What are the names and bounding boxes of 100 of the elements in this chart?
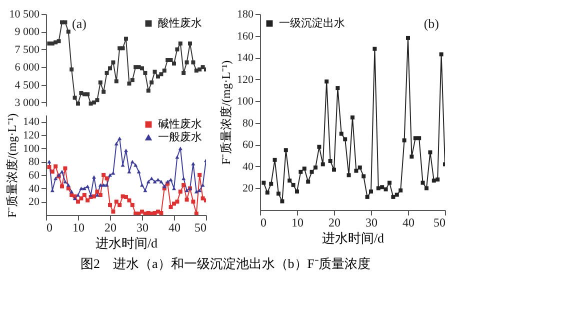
point: [95, 98, 100, 102]
annotation: (a): [72, 16, 86, 31]
point: [54, 40, 58, 44]
point: [76, 102, 80, 106]
point: [60, 170, 64, 174]
point: [146, 180, 150, 184]
point: [156, 178, 160, 182]
point: [104, 176, 109, 180]
point: [72, 196, 77, 200]
point: [320, 162, 325, 166]
point: [150, 176, 154, 180]
point: [66, 186, 70, 190]
point: [54, 164, 58, 168]
y-tick-label: 3 000: [14, 96, 40, 109]
point: [118, 203, 122, 207]
point: [92, 194, 96, 198]
y-tick-label: 80: [242, 117, 254, 130]
point: [130, 160, 134, 164]
point: [172, 62, 176, 66]
x-tick-label: 0: [46, 220, 52, 234]
point: [124, 148, 128, 152]
legend-label: 一级沉淀出水: [279, 16, 345, 30]
y-tick-label: 40: [242, 160, 254, 173]
point: [184, 198, 189, 202]
point: [114, 200, 118, 204]
point: [60, 184, 64, 188]
point: [104, 70, 109, 75]
point: [369, 189, 373, 194]
point: [310, 170, 314, 174]
point: [150, 80, 154, 84]
legend-label: 一般废水: [158, 130, 202, 144]
point: [114, 142, 118, 146]
point: [175, 200, 180, 204]
point: [372, 46, 377, 51]
x-tick-label: 40: [168, 220, 180, 234]
point: [198, 67, 202, 72]
y-tick-label: 60: [28, 170, 40, 182]
point: [108, 66, 112, 70]
point: [394, 192, 399, 197]
point: [79, 91, 84, 96]
point: [332, 168, 336, 172]
point: [54, 176, 58, 180]
point: [82, 186, 86, 190]
point: [200, 65, 205, 70]
point: [72, 96, 77, 100]
point: [406, 36, 410, 40]
point: [391, 194, 396, 199]
y-tick-label: 80: [28, 156, 40, 168]
point: [188, 41, 192, 46]
point: [198, 173, 202, 177]
point: [127, 82, 132, 86]
point: [178, 146, 182, 150]
point: [168, 205, 173, 209]
point: [182, 176, 186, 180]
y-tick-label: 180: [237, 8, 254, 20]
point: [288, 178, 292, 183]
point: [82, 193, 86, 197]
point: [146, 88, 150, 93]
point: [162, 68, 166, 73]
y-axis-title: F⁻质量浓度/(mg·L⁻¹): [5, 113, 19, 218]
point: [140, 66, 144, 70]
point: [339, 132, 344, 136]
point: [47, 160, 52, 164]
point: [420, 180, 425, 185]
x-tick-label: 10: [292, 216, 304, 230]
point: [365, 194, 370, 199]
point: [66, 30, 70, 34]
point: [398, 188, 403, 192]
point: [346, 173, 351, 178]
point: [291, 182, 296, 187]
y-tick-label: 140: [23, 116, 40, 128]
x-tick-label: 20: [328, 216, 340, 230]
point: [324, 80, 329, 84]
point: [384, 187, 388, 192]
point: [362, 174, 366, 178]
point: [63, 166, 68, 170]
x-tick-label: 50: [434, 216, 446, 230]
y-axis-title: F⁻质量浓度/(mg·L⁻¹): [219, 60, 233, 165]
point: [156, 74, 160, 79]
point: [159, 72, 164, 76]
point: [317, 144, 322, 149]
y-tick-label: 10 500: [9, 8, 40, 20]
x-axis-title: 进水时间/d: [322, 230, 385, 246]
point: [152, 70, 157, 74]
point: [350, 115, 354, 120]
point: [152, 180, 157, 184]
point: [295, 189, 299, 194]
point: [111, 60, 116, 64]
point: [86, 92, 90, 96]
point: [76, 200, 80, 204]
point: [118, 136, 122, 140]
y-tick-label: 4 500: [14, 79, 40, 92]
point: [95, 190, 100, 194]
point: [328, 159, 332, 163]
point: [136, 170, 141, 174]
y-tick-label: 6 000: [14, 62, 40, 74]
point: [159, 180, 164, 184]
point: [428, 150, 432, 154]
y-tick-label: 20: [242, 182, 254, 195]
y-tick-label: 9 000: [14, 26, 40, 38]
